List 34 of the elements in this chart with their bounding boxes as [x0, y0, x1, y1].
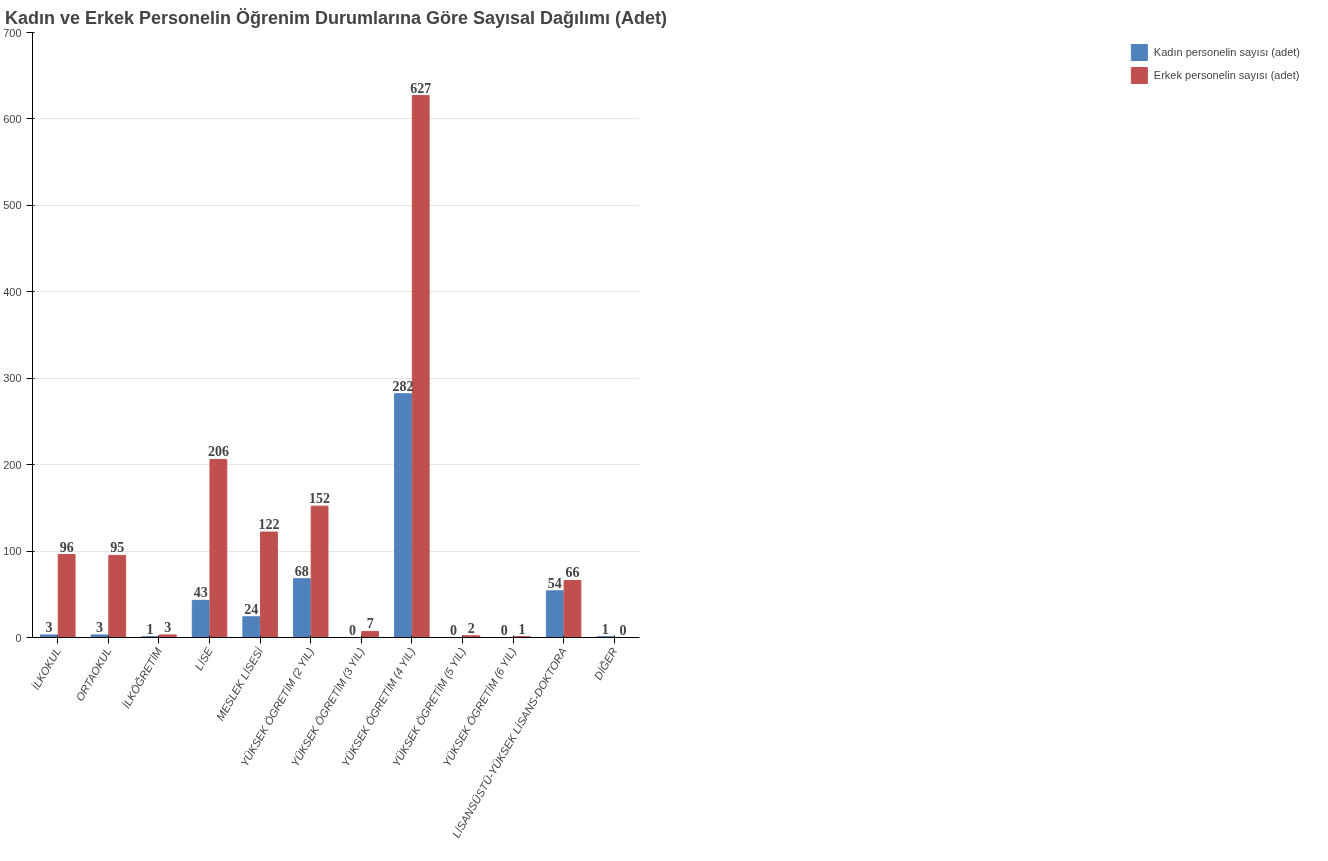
data-label: 1: [518, 621, 526, 637]
y-tick-label: 300: [3, 372, 22, 385]
data-label: 3: [45, 619, 53, 635]
data-label: 152: [309, 491, 331, 507]
chart-title: Kadın ve Erkek Personelin Öğrenim Durumlarına Göre Sayısal Dağılımı (Adet): [4, 7, 668, 28]
data-label: 2: [467, 620, 475, 636]
data-label: 96: [59, 539, 74, 555]
data-label: 0: [619, 622, 627, 638]
data-label: 54: [547, 575, 562, 591]
data-label: 0: [450, 622, 458, 638]
y-tick-label: 0: [15, 631, 22, 644]
data-label: 0: [348, 622, 356, 638]
data-label: 3: [96, 619, 104, 635]
data-label: 3: [164, 619, 172, 635]
y-tick-label: 100: [3, 545, 22, 558]
data-label: 1: [601, 621, 609, 637]
data-label: 627: [410, 80, 432, 96]
data-label: 68: [294, 563, 309, 579]
data-label: 66: [565, 565, 580, 581]
data-label: 43: [193, 585, 208, 601]
data-label: 122: [258, 517, 280, 533]
y-tick-label: 600: [3, 112, 22, 125]
data-label: 95: [110, 540, 125, 556]
data-label: 0: [500, 622, 508, 638]
legend-label: Kadın personelin sayısı (adet): [1153, 46, 1300, 58]
data-label: 24: [244, 601, 259, 617]
data-label: 206: [207, 444, 229, 460]
y-tick-label: 700: [3, 26, 22, 39]
y-tick-label: 500: [3, 199, 22, 212]
y-tick-label: 200: [3, 458, 22, 471]
data-label: 1: [146, 621, 154, 637]
data-label: 7: [366, 616, 374, 632]
y-tick-label: 400: [3, 285, 22, 298]
legend-label: Erkek personelin sayısı (adet): [1153, 69, 1300, 81]
